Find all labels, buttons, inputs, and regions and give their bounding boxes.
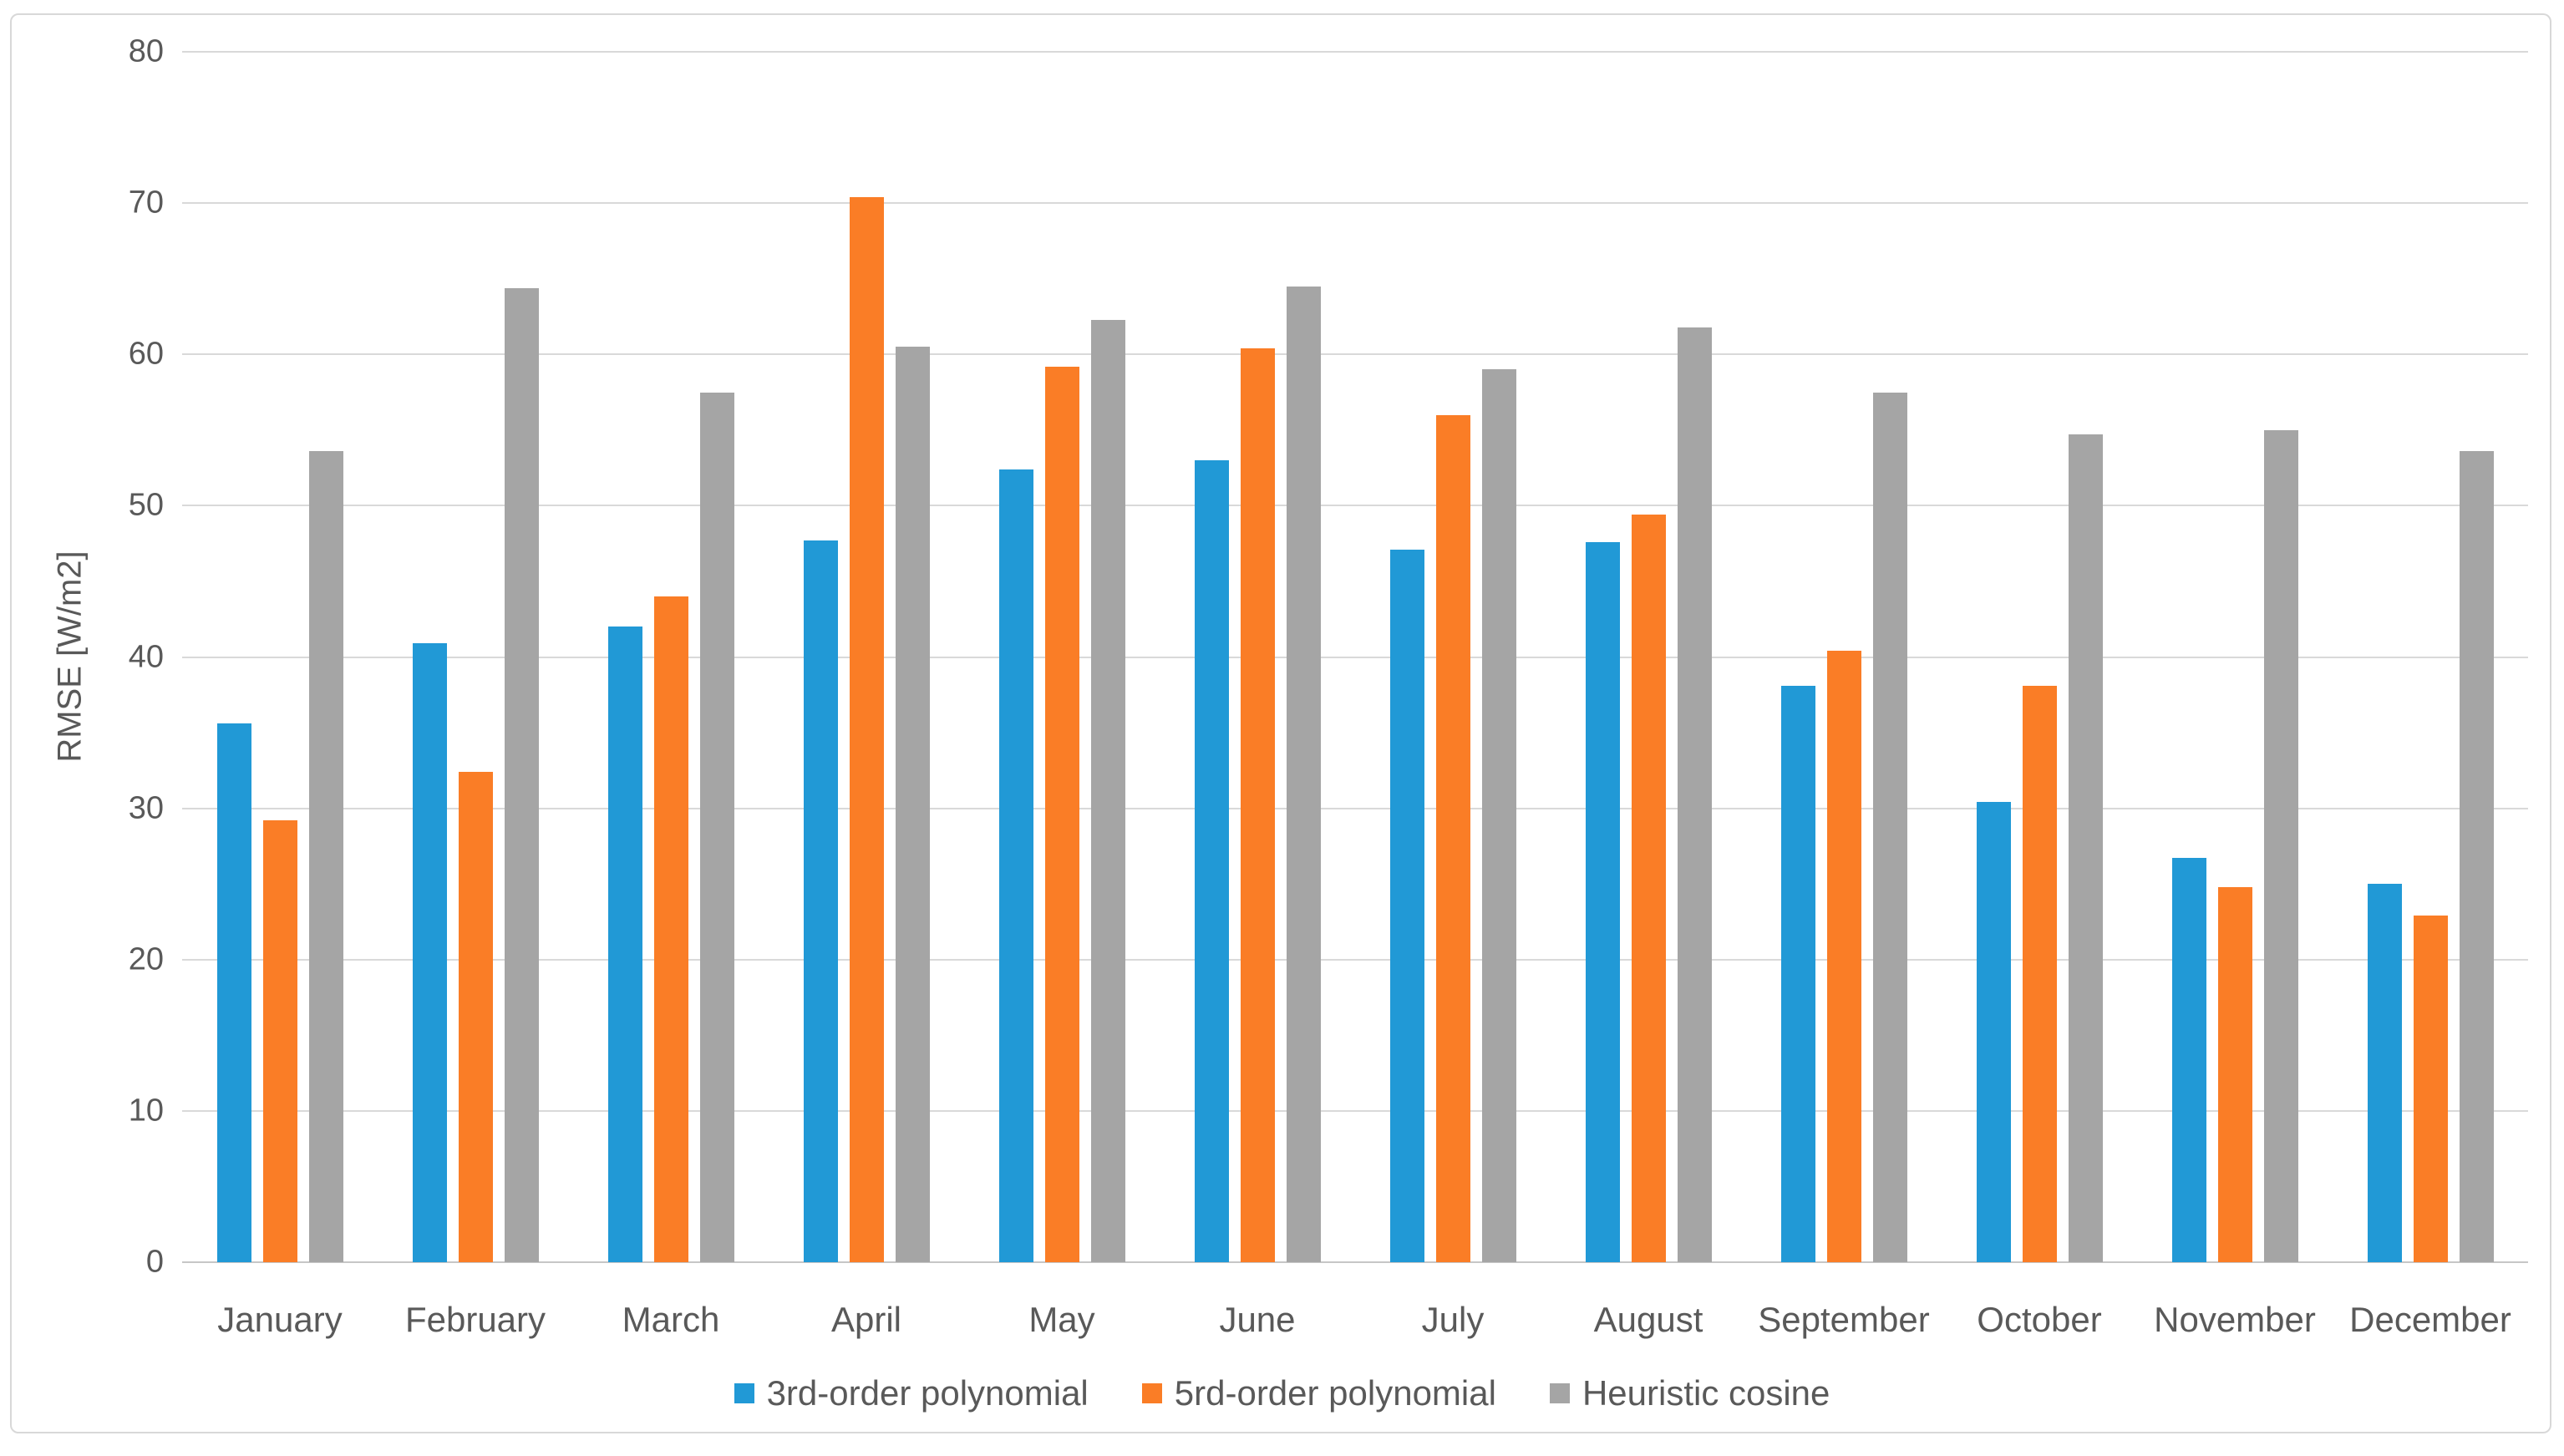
bar-heuristic-cosine-april — [895, 347, 930, 1262]
gridline — [182, 958, 2528, 961]
bar-group-october — [1942, 52, 2137, 1262]
bar-5rd-order-polynomial-june — [1240, 348, 1275, 1262]
bar-group-march — [573, 52, 769, 1262]
bar-5rd-order-polynomial-april — [849, 196, 884, 1262]
x-axis-label: June — [1219, 1300, 1296, 1339]
bar-5rd-order-polynomial-august — [1631, 515, 1666, 1262]
bar-3rd-order-polynomial-may — [998, 469, 1033, 1262]
bar-heuristic-cosine-october — [2068, 434, 2103, 1262]
y-tick-label: 50 — [128, 487, 164, 523]
bar-heuristic-cosine-march — [699, 392, 734, 1262]
y-tick-label: 70 — [128, 185, 164, 221]
bar-group-may — [964, 52, 1160, 1262]
gridline — [182, 505, 2528, 507]
plot-area — [182, 51, 2528, 1263]
legend: 3rd-order polynomial 5rd-order polynomial… — [0, 1373, 2564, 1413]
y-tick-label: 0 — [145, 1244, 164, 1280]
bar-heuristic-cosine-december — [2459, 451, 2494, 1262]
bar-group-february — [378, 52, 573, 1262]
bar-3rd-order-polynomial-july — [1389, 549, 1424, 1262]
y-tick-label: 40 — [128, 639, 164, 674]
bar-5rd-order-polynomial-january — [262, 820, 297, 1262]
bar-3rd-order-polynomial-march — [607, 627, 642, 1262]
x-axis-label: September — [1758, 1300, 1930, 1339]
y-tick-label: 10 — [128, 1093, 164, 1129]
bar-3rd-order-polynomial-december — [2367, 884, 2402, 1262]
y-tick-label: 80 — [128, 33, 164, 69]
x-axis-label: May — [1028, 1300, 1095, 1339]
bar-heuristic-cosine-july — [1481, 369, 1516, 1262]
legend-item-5rd-order-polynomial: 5rd-order polynomial — [1141, 1373, 1496, 1413]
bar-group-november — [2137, 52, 2333, 1262]
bar-heuristic-cosine-september — [1872, 392, 1907, 1262]
legend-swatch-icon — [1141, 1383, 1162, 1403]
bar-3rd-order-polynomial-june — [1194, 460, 1229, 1262]
bar-group-july — [1355, 52, 1551, 1262]
legend-label: 3rd-order polynomial — [766, 1373, 1089, 1413]
legend-item-3rd-order-polynomial: 3rd-order polynomial — [734, 1373, 1089, 1413]
bar-5rd-order-polynomial-november — [2217, 886, 2252, 1262]
gridline — [182, 202, 2528, 205]
bar-5rd-order-polynomial-may — [1044, 366, 1079, 1262]
gridline — [182, 656, 2528, 658]
bar-5rd-order-polynomial-december — [2413, 916, 2448, 1262]
bar-heuristic-cosine-january — [308, 451, 343, 1262]
y-tick-label: 30 — [128, 790, 164, 826]
x-axis-label: December — [2349, 1300, 2511, 1339]
y-tick-label: 60 — [128, 336, 164, 372]
bar-heuristic-cosine-june — [1286, 286, 1321, 1262]
bar-3rd-order-polynomial-february — [412, 643, 447, 1262]
bar-5rd-order-polynomial-march — [653, 596, 688, 1262]
bar-5rd-order-polynomial-february — [458, 772, 493, 1262]
x-axis-label: November — [2154, 1300, 2316, 1339]
bar-5rd-order-polynomial-july — [1435, 414, 1470, 1262]
bar-heuristic-cosine-february — [504, 287, 539, 1262]
x-axis-label: January — [217, 1300, 343, 1339]
legend-swatch-icon — [1549, 1383, 1570, 1403]
chart-frame — [10, 13, 2551, 1433]
gridline — [182, 807, 2528, 809]
bar-3rd-order-polynomial-november — [2171, 858, 2206, 1262]
bar-group-january — [182, 52, 378, 1262]
bar-heuristic-cosine-may — [1090, 319, 1125, 1262]
bar-heuristic-cosine-november — [2263, 429, 2298, 1262]
bar-3rd-order-polynomial-september — [1780, 685, 1815, 1262]
gridline — [182, 51, 2528, 53]
x-axis-label: April — [830, 1300, 902, 1339]
bar-group-december — [2333, 52, 2528, 1262]
legend-label: 5rd-order polynomial — [1174, 1373, 1496, 1413]
bar-3rd-order-polynomial-april — [803, 540, 838, 1262]
gridline — [182, 353, 2528, 356]
y-tick-label: 20 — [128, 941, 164, 977]
bar-5rd-order-polynomial-september — [1826, 651, 1861, 1262]
bar-heuristic-cosine-august — [1677, 327, 1712, 1262]
x-axis-line — [182, 1261, 2528, 1263]
bar-5rd-order-polynomial-october — [2022, 685, 2057, 1262]
x-axis-label: August — [1593, 1300, 1703, 1339]
legend-item-heuristic-cosine: Heuristic cosine — [1549, 1373, 1830, 1413]
bar-group-september — [1746, 52, 1942, 1262]
x-axis-label: July — [1421, 1300, 1485, 1339]
x-axis-label: October — [1977, 1300, 2102, 1339]
bar-group-june — [1160, 52, 1355, 1262]
x-axis-label: February — [404, 1300, 546, 1339]
gridline — [182, 1109, 2528, 1112]
legend-label: Heuristic cosine — [1582, 1373, 1830, 1413]
bar-group-april — [769, 52, 964, 1262]
bar-3rd-order-polynomial-january — [216, 723, 251, 1262]
bar-3rd-order-polynomial-august — [1585, 541, 1620, 1262]
legend-swatch-icon — [734, 1383, 754, 1403]
bar-group-august — [1551, 52, 1746, 1262]
x-axis-label: March — [622, 1300, 720, 1339]
bar-3rd-order-polynomial-october — [1976, 802, 2011, 1262]
